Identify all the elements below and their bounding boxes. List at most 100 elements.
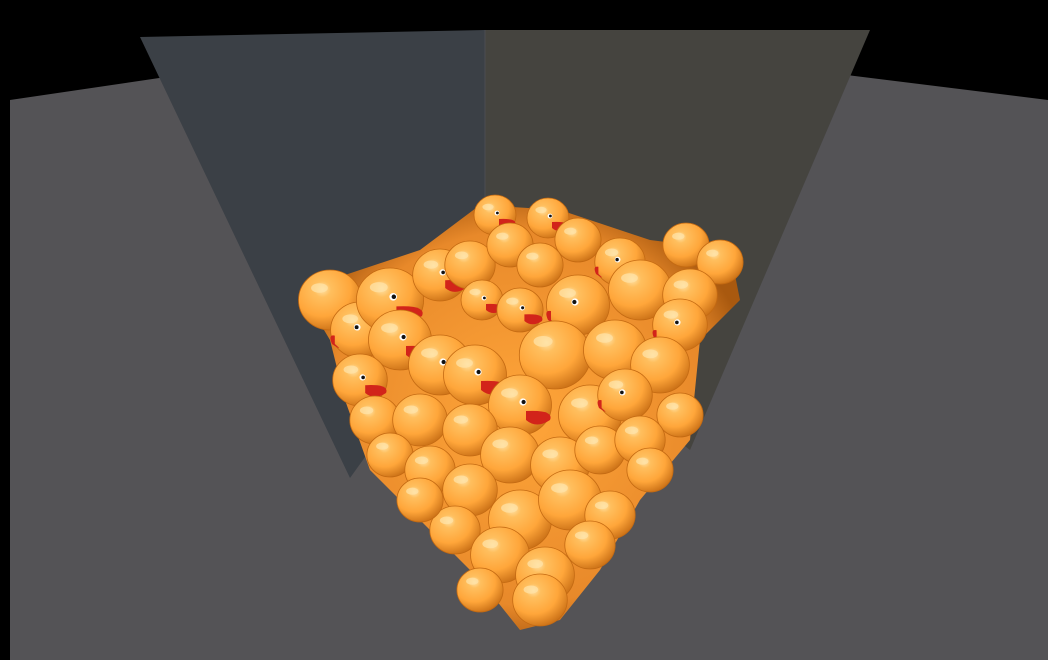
- duck-highlight: [672, 232, 685, 240]
- duck-head: [626, 447, 674, 493]
- duck-beak: [597, 400, 606, 412]
- duck-highlight: [482, 539, 499, 549]
- duck-pupil: [496, 211, 499, 215]
- duck-highlight: [439, 516, 454, 525]
- duck-head: [396, 477, 444, 523]
- duck-highlight: [469, 288, 481, 296]
- rubber-duck: [512, 573, 568, 627]
- duck-highlight: [342, 314, 359, 324]
- duck-pupil: [441, 270, 445, 275]
- duck-highlight: [406, 487, 419, 495]
- duck-highlight: [608, 380, 624, 389]
- rubber-duck: [597, 368, 653, 422]
- rubber-duck: [554, 217, 602, 263]
- duck-head: [597, 368, 653, 422]
- duck-beak: [365, 385, 387, 397]
- duck-pupil: [354, 325, 359, 330]
- duck-highlight: [527, 559, 544, 569]
- rubber-duck: [496, 287, 544, 333]
- duck-highlight: [596, 333, 613, 343]
- duck-highlight: [506, 297, 519, 305]
- duck-beak: [330, 335, 340, 349]
- duck-pupil: [476, 369, 481, 375]
- duck-highlight: [594, 501, 609, 510]
- duck-pupil: [521, 306, 525, 310]
- duck-highlight: [343, 365, 359, 374]
- duck-highlight: [456, 358, 473, 368]
- rubber-duck: [626, 447, 674, 493]
- duck-pupil: [483, 296, 486, 300]
- rubber-duck: [442, 463, 498, 517]
- duck-head: [656, 392, 704, 438]
- duck-highlight: [482, 203, 494, 211]
- rubber-duck: [396, 477, 444, 523]
- duck-highlight: [376, 442, 389, 450]
- duck-highlight: [501, 388, 518, 398]
- rubber-duck: [392, 393, 448, 447]
- duck-highlight: [624, 426, 639, 435]
- duck-pupil: [521, 399, 526, 405]
- rubber-duck: [516, 242, 564, 288]
- duck-highlight: [564, 227, 577, 235]
- duck-highlight: [492, 439, 509, 449]
- duck-highlight: [414, 456, 429, 465]
- rubber-duck: [488, 374, 552, 436]
- rubber-duck: [332, 353, 388, 407]
- duck-beak: [546, 310, 556, 325]
- duck-head: [564, 520, 616, 570]
- duck-pupil: [675, 320, 679, 325]
- duck-head: [456, 567, 504, 613]
- duck-highlight: [673, 280, 689, 289]
- duck-beak: [652, 330, 661, 342]
- rubber-duck: [460, 279, 504, 321]
- duck-highlight: [604, 248, 619, 257]
- duck-highlight: [359, 406, 374, 415]
- rubber-duck: [564, 520, 616, 570]
- duck-highlight: [621, 273, 638, 283]
- duck-highlight: [421, 348, 438, 358]
- duck-highlight: [501, 503, 518, 513]
- duck-highlight: [403, 405, 419, 414]
- duck-pupil: [572, 299, 577, 305]
- duck-beak: [594, 266, 603, 278]
- duck-pupil: [391, 294, 397, 300]
- duck-highlight: [311, 283, 328, 293]
- duck-highlight: [533, 335, 553, 347]
- duck-head: [496, 287, 544, 333]
- duck-group: [298, 194, 744, 627]
- duck-head: [488, 374, 552, 436]
- duck-highlight: [423, 260, 439, 269]
- duck-pupil: [401, 334, 406, 340]
- rubber-duck: [656, 392, 704, 438]
- duck-pupil: [620, 390, 624, 395]
- rubber-duck: [429, 505, 481, 555]
- duck-highlight: [454, 251, 469, 260]
- duck-highlight: [453, 415, 469, 424]
- duck-beak: [524, 314, 543, 325]
- duck-highlight: [636, 457, 649, 465]
- duck-beak: [526, 410, 551, 425]
- rubber-duck: [608, 259, 672, 321]
- duck-pupil: [361, 375, 365, 380]
- duck-pupil: [441, 359, 446, 365]
- duck-highlight: [526, 252, 539, 260]
- rubber-duck: [456, 567, 504, 613]
- duck-highlight: [496, 232, 509, 240]
- duck-highlight: [542, 449, 559, 459]
- duck-head: [512, 573, 568, 627]
- duck-highlight: [666, 402, 679, 410]
- duck-pupil: [615, 257, 619, 262]
- duck-head: [460, 279, 504, 321]
- duck-highlight: [571, 398, 588, 408]
- duck-highlight: [466, 577, 479, 585]
- duck-highlight: [381, 323, 398, 333]
- duck-head: [516, 242, 564, 288]
- duck-highlight: [706, 249, 719, 257]
- duck-head: [554, 217, 602, 263]
- duck-highlight: [663, 310, 679, 319]
- duck-pupil: [549, 214, 552, 218]
- duck-highlight: [453, 475, 469, 484]
- duck-highlight: [551, 483, 568, 493]
